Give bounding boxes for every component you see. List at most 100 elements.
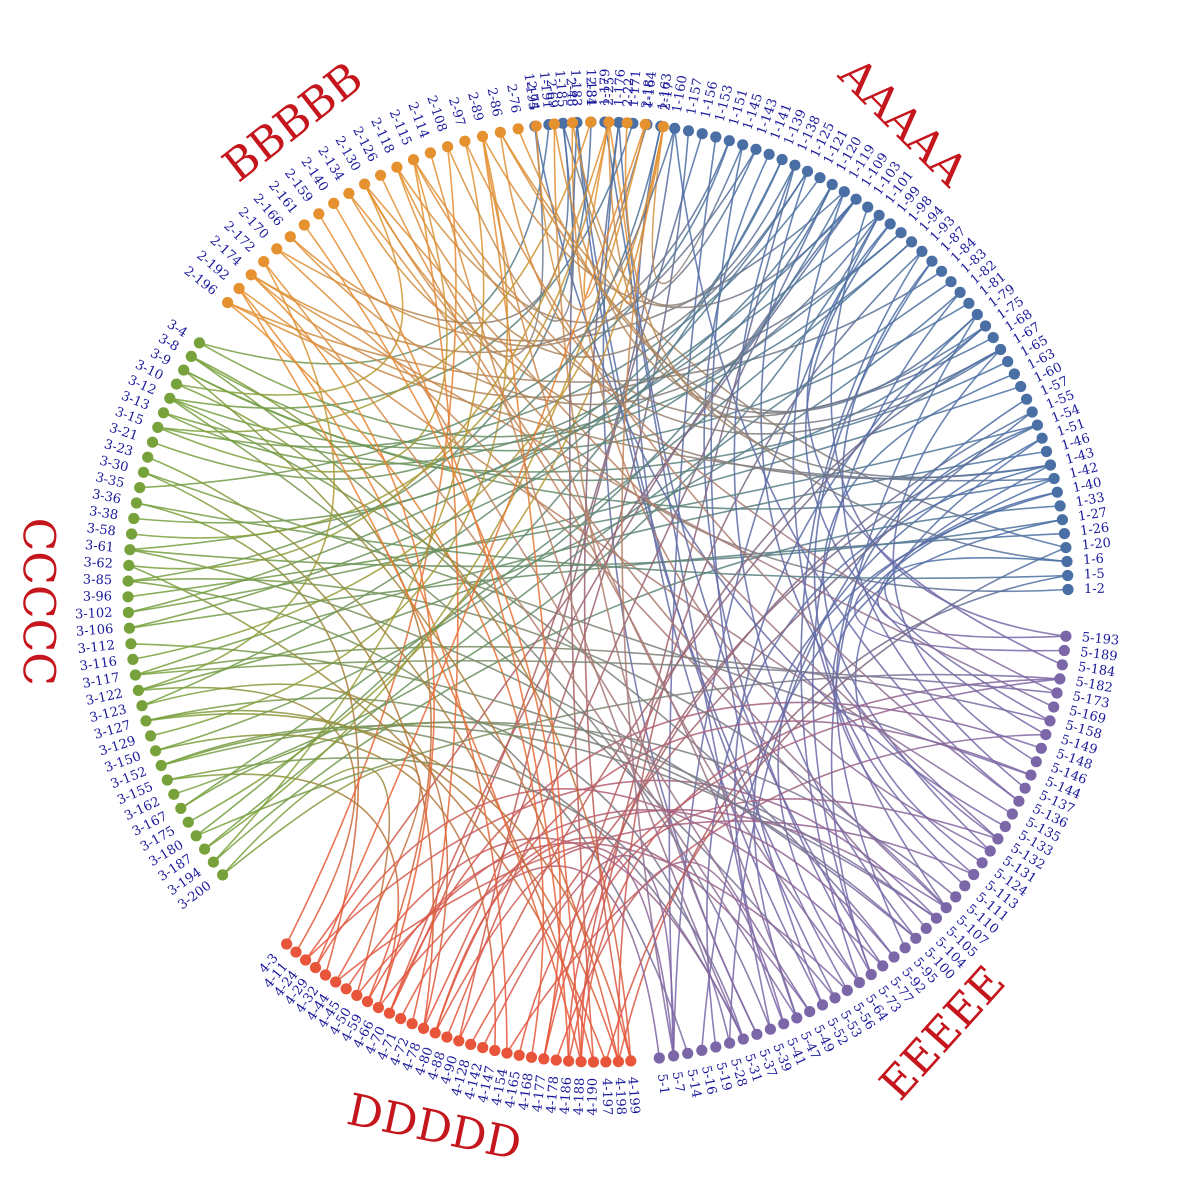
node-label: 3-112 [77, 638, 116, 657]
node-dot [984, 845, 996, 857]
chord-link [411, 159, 459, 1024]
node-label: 5-182 [1074, 675, 1114, 697]
chord-link [605, 546, 1067, 1063]
node-dot [1054, 673, 1066, 685]
node-dot [804, 1006, 816, 1018]
chord-link [481, 136, 861, 984]
chord-link [304, 198, 857, 961]
chord-link [227, 301, 1055, 482]
node-label: 1-42 [1068, 460, 1100, 482]
chord-link [841, 260, 1026, 789]
chord-link [129, 548, 917, 939]
chord-link [499, 132, 994, 418]
node-dot [313, 208, 325, 220]
node-dot [778, 1018, 790, 1030]
node-dot [152, 421, 164, 433]
node-dot [123, 622, 135, 634]
node-dot [910, 932, 922, 944]
node-dot [182, 816, 194, 828]
node-dot [459, 135, 471, 147]
chord-link [250, 274, 435, 1008]
node-dot [575, 1056, 587, 1068]
node-dot [548, 118, 560, 130]
node-dot [1051, 687, 1063, 699]
node-dot [1048, 701, 1060, 713]
node-dot [132, 684, 144, 697]
node-dot [696, 128, 708, 140]
node-dot [319, 969, 332, 981]
chord-link [434, 720, 1032, 1034]
node-label: 4-154 [489, 1067, 511, 1107]
node-dot [1035, 742, 1047, 754]
node-label: 1-20 [1081, 536, 1112, 554]
node-label: 3-58 [86, 521, 117, 539]
chord-link [238, 287, 508, 1054]
chord-link [130, 643, 937, 919]
node-dot [639, 118, 651, 130]
node-dot [477, 1042, 489, 1054]
node-label: 5-189 [1079, 645, 1118, 665]
node-dot [128, 512, 140, 525]
node-label: 5-184 [1077, 660, 1116, 681]
node-dot [136, 700, 148, 712]
chord-link [470, 411, 1033, 1045]
chord-link [190, 355, 772, 1030]
node-dot [494, 126, 506, 138]
node-dot [945, 276, 957, 288]
chord-link [892, 348, 1037, 763]
chord-link [621, 126, 675, 1057]
chord-link [458, 325, 987, 1042]
node-label: 3-62 [83, 555, 113, 572]
node-label: 3-102 [75, 606, 113, 623]
chord-link [583, 122, 632, 1062]
chord-link [356, 809, 895, 996]
chord-link [499, 131, 1068, 563]
node-dot [936, 265, 948, 277]
node-dot [441, 1031, 453, 1043]
node-dot [801, 165, 814, 177]
chord-link [481, 136, 857, 309]
node-dot [959, 880, 971, 892]
chord-link [155, 734, 497, 1051]
node-dot [829, 992, 841, 1004]
chord-link [141, 683, 449, 1029]
chord-link [830, 206, 1067, 637]
chord-link [128, 578, 947, 909]
node-label: 3-106 [75, 622, 114, 640]
chord-link [499, 131, 1067, 549]
node-dot [1019, 782, 1031, 794]
node-dot [300, 954, 312, 966]
node-dot [566, 117, 579, 129]
chord-link [830, 314, 978, 975]
chord-link [481, 136, 582, 1062]
node-dot [940, 902, 952, 914]
chord-link [222, 766, 391, 996]
chord-link [157, 121, 592, 433]
chord-link [576, 122, 848, 991]
node-dot [750, 143, 762, 155]
node-dot [1013, 795, 1025, 807]
node-label: 4-197 [599, 1078, 615, 1116]
node-label: 1-179 [598, 69, 614, 107]
chord-link [131, 121, 610, 539]
chord-link [854, 437, 1043, 864]
chord-link [555, 861, 785, 1061]
node-label: 1-157 [684, 77, 706, 117]
node-dot [142, 451, 154, 463]
node-dot [1031, 419, 1043, 431]
node-label: 5-19 [713, 1061, 735, 1093]
chord-link [204, 124, 647, 850]
node-dot [150, 745, 162, 757]
node-label: 4-188 [572, 1077, 588, 1115]
node-dot [258, 256, 270, 268]
chord-link [884, 557, 1068, 722]
chord-link [672, 214, 880, 1056]
node-dot [763, 148, 775, 160]
node-label: 1-176 [612, 69, 629, 107]
node-dot [587, 1056, 600, 1068]
node-label: 1-185 [551, 69, 569, 107]
node-dot [126, 528, 138, 540]
chord-link [263, 261, 798, 1019]
node-dot [489, 1044, 501, 1057]
node-dot [137, 466, 150, 478]
